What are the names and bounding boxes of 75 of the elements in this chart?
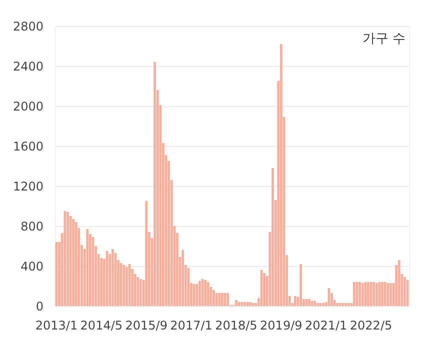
bar — [375, 283, 378, 306]
bar — [316, 303, 319, 306]
y-tick-label: 2000 — [12, 100, 44, 114]
bar — [280, 44, 282, 306]
bar — [364, 282, 367, 306]
bar — [352, 282, 356, 306]
bar — [322, 303, 324, 306]
x-tick-label: 2018/5 — [215, 318, 258, 332]
bar — [226, 293, 229, 306]
y-axis-title: 가구 수 — [362, 32, 406, 46]
x-tick-label: 2017/1 — [170, 318, 212, 332]
bar — [344, 303, 347, 306]
bar — [361, 283, 364, 306]
bar — [358, 282, 361, 306]
bar — [294, 296, 296, 306]
bar — [338, 303, 342, 306]
bar — [86, 229, 89, 306]
y-tick-label: 2400 — [12, 60, 44, 74]
bar — [384, 282, 386, 306]
bar — [305, 299, 308, 306]
bar — [125, 267, 128, 306]
bar — [300, 264, 302, 306]
bar — [381, 282, 384, 306]
bar — [249, 302, 252, 306]
bar — [204, 280, 207, 306]
bar — [72, 219, 75, 306]
x-tick-label: 2022/5 — [350, 318, 392, 332]
bar — [182, 250, 184, 306]
bar — [389, 283, 392, 306]
bar — [252, 303, 254, 306]
bar — [328, 288, 330, 306]
bar — [243, 302, 246, 306]
bar — [342, 303, 344, 306]
bar — [386, 283, 390, 306]
bar — [198, 281, 201, 306]
bar — [154, 62, 156, 306]
x-tick-label: 2019/9 — [260, 318, 302, 332]
bar — [218, 293, 221, 306]
bar — [240, 302, 244, 306]
bar — [212, 290, 215, 306]
x-tick-label: 2021/1 — [304, 318, 348, 332]
bar — [398, 260, 400, 306]
bar — [404, 277, 406, 306]
bar — [64, 211, 66, 306]
bar — [263, 273, 266, 306]
x-tick-label: 2015/9 — [125, 318, 168, 332]
x-tick-label: 2013/1 — [35, 318, 78, 332]
y-tick-label: 0 — [36, 300, 44, 314]
bar — [235, 300, 238, 306]
y-tick-label: 1600 — [12, 140, 44, 154]
bar — [74, 222, 78, 306]
bar — [145, 201, 148, 306]
bar — [372, 282, 376, 306]
bar — [308, 299, 310, 306]
bar — [100, 258, 103, 306]
bar — [272, 168, 274, 306]
y-tick-label: 1200 — [12, 180, 44, 194]
bar — [196, 284, 198, 306]
bar — [367, 282, 370, 306]
bar — [136, 277, 140, 306]
y-tick-label: 2800 — [12, 20, 44, 34]
bar — [336, 303, 339, 306]
bar — [220, 293, 224, 306]
bar — [122, 265, 126, 306]
y-tick-label: 400 — [20, 260, 44, 274]
bar — [140, 279, 142, 306]
bar — [192, 284, 196, 306]
bar — [111, 249, 114, 306]
x-tick-label: 2014/5 — [80, 318, 123, 332]
bar — [66, 212, 69, 306]
bar — [314, 301, 316, 306]
bar — [206, 282, 210, 306]
bar — [120, 263, 122, 306]
bar — [378, 282, 381, 306]
y-tick-label: 800 — [20, 220, 44, 234]
